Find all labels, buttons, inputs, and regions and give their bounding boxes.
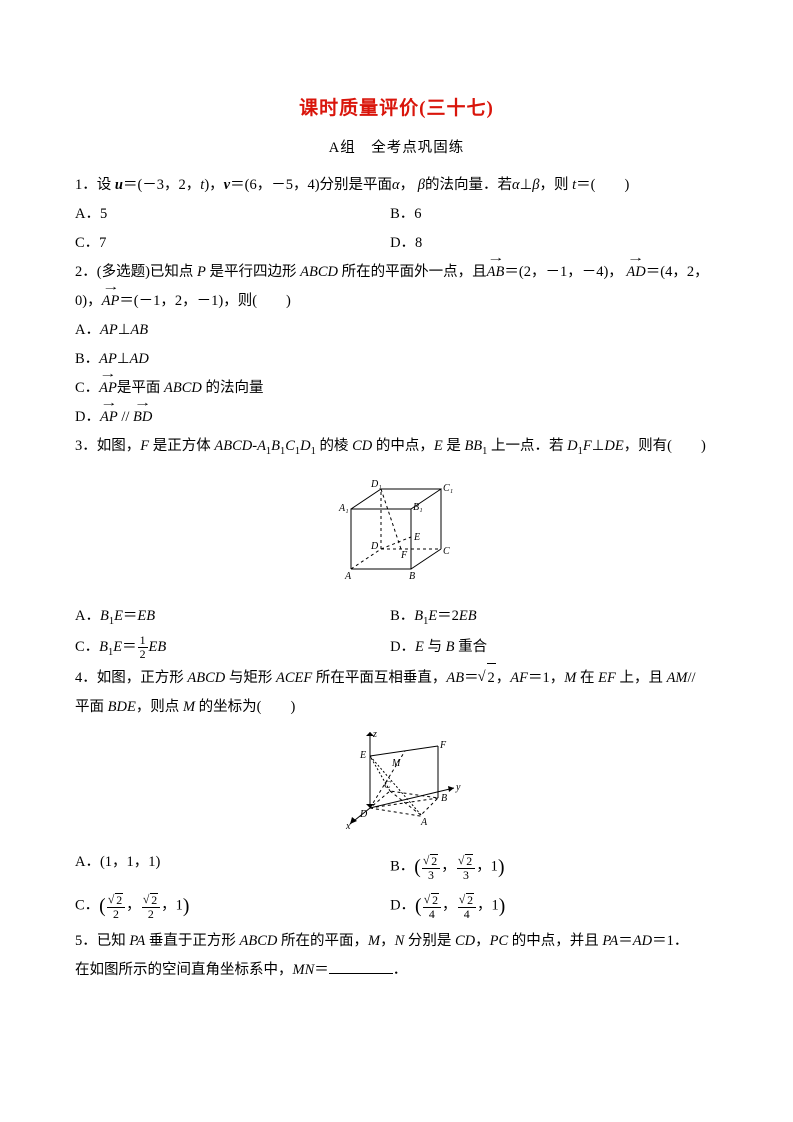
page-title: 课时质量评价(三十七) [75,90,718,128]
cube-label-A: A [344,571,352,582]
q4-options-row1: A．(1，1，1) B．(23，23，1) [75,848,718,887]
q4-figure: z y x E F M D A B C [75,726,718,842]
q4-label-D: D [359,809,368,820]
cube-label-B: B [409,571,415,582]
cube-label-D1: D₁ [370,479,382,490]
q4-optB: B．(23，23，1) [390,848,718,887]
q4-optC: C．(22，22，1) [75,887,390,926]
q4-label-C: C [384,780,391,791]
q1-optC: C．7 [75,229,390,258]
q1-optB: B．6 [390,200,718,229]
q4-label-M: M [391,758,401,769]
q1-options-row1: A．5 B．6 [75,200,718,229]
q4-label-x: x [345,821,351,831]
q4-optD: D．(24，24，1) [390,887,718,926]
q4-label-F: F [439,740,447,751]
q5-stem-line1: 5．已知 PA 垂直于正方形 ABCD 所在的平面，M，N 分别是 CD，PC … [75,927,718,956]
cube-label-C1: C₁ [443,483,453,494]
cube-label-E: E [413,532,420,543]
q4-optA: A．(1，1，1) [75,848,390,887]
q4-options-row2: C．(22，22，1) D．(24，24，1) [75,887,718,926]
q1-optD: D．8 [390,229,718,258]
q3-optB: B．B1E＝2EB [390,602,718,633]
answer-blank[interactable] [329,959,393,974]
q2-optA: A．AP⊥AB [75,316,718,345]
q4-label-z: z [372,729,377,740]
cube-label-A1: A₁ [338,503,349,514]
q3-stem: 3．如图，F 是正方体 ABCD-A1B1C1D1 的棱 CD 的中点，E 是 … [75,432,718,463]
cube-label-B1: B₁ [413,502,423,513]
q3-optD: D．E 与 B 重合 [390,633,718,664]
q4-label-y: y [455,782,461,793]
q3-options-row2: C．B1E＝12EB D．E 与 B 重合 [75,633,718,664]
q4-label-A: A [420,817,428,828]
q3-options-row1: A．B1E＝EB B．B1E＝2EB [75,602,718,633]
page-subtitle: A组 全考点巩固练 [75,134,718,163]
q2-stem: 2．(多选题)已知点 P 是平行四边形 ABCD 所在的平面外一点，且AB＝(2… [75,258,718,316]
q1-stem: 1．设 u＝(－3，2，t)，v＝(6，－5，4)分别是平面α， β的法向量．若… [75,171,718,200]
q2-optD: D．AP // BD [75,403,718,432]
cube-label-D: D [370,541,379,552]
q4-stem-line2: 平面 BDE，则点 M 的坐标为( ) [75,693,718,722]
cube-label-F: F [400,550,408,561]
q3-optA: A．B1E＝EB [75,602,390,633]
q3-figure: A B C D A₁ B₁ C₁ D₁ E F [75,467,718,596]
q5-stem-line2: 在如图所示的空间直角坐标系中，MN＝． [75,956,718,985]
q2-optC: C．AP是平面 ABCD 的法向量 [75,374,718,403]
q1-optA: A．5 [75,200,390,229]
q4-label-E: E [359,750,366,761]
q4-stem-line1: 4．如图，正方形 ABCD 与矩形 ACEF 所在平面互相垂直，AB＝2，AF＝… [75,663,718,693]
q2-optB: B．AP⊥AD [75,345,718,374]
cube-label-C: C [443,546,450,557]
q3-optC: C．B1E＝12EB [75,633,390,664]
q4-label-B: B [441,793,447,804]
